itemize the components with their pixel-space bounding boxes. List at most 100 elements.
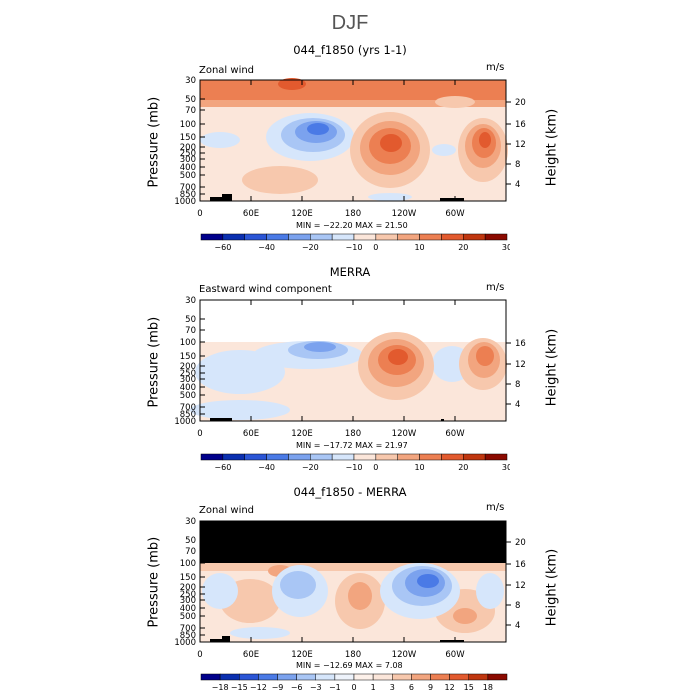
panel-2-plot: 30 50 70 100 150 200 250 300 400 500 700…: [174, 296, 526, 439]
panel-1-topography: [222, 194, 232, 201]
colorbar-swatch: [277, 673, 297, 681]
panel-2-pressure-tick-label: 400: [180, 383, 196, 393]
panel-3-lon-tick-label: 180: [345, 650, 361, 660]
panel-2-min-max: MIN = −17.72 MAX = 21.97: [296, 441, 408, 450]
panel-1-lon-tick-label: 60E: [243, 209, 259, 219]
panel-2-pressure-tick-label: 50: [185, 315, 196, 325]
colorbar-swatch: [375, 233, 398, 241]
panel-1-colorbar: −60 −40 −20 −10 0 10 20 30: [200, 233, 510, 252]
colorbar-tick-label: 10: [414, 243, 424, 252]
colorbar-tick-label: 0: [373, 243, 378, 252]
panel-3-colorbar: −18 −15 −12 −9 −6 −3 −1 0 1 3 6 9 12 15 18: [200, 673, 508, 692]
panel-3-height-tick-label: 4: [515, 621, 520, 631]
panel-1-topography: [440, 198, 464, 201]
colorbar-tick-label: 3: [390, 683, 395, 692]
panel-3-height-tick-label: 12: [515, 581, 526, 591]
panel-3-contours: [200, 521, 506, 642]
colorbar-swatch: [296, 673, 316, 681]
panel-3-lon-tick-label: 60E: [243, 650, 259, 660]
panel-3-negative-core: [417, 574, 439, 588]
colorbar-swatch: [375, 453, 398, 461]
panel-2-variable-label: Eastward wind component: [199, 284, 332, 295]
panel-3-topography: [210, 639, 224, 642]
colorbar-tick-label: −40: [258, 463, 275, 472]
colorbar-tick-label: 9: [428, 683, 433, 692]
panel-3-pressure-tick-label: 150: [180, 573, 196, 583]
colorbar-swatch: [315, 673, 336, 681]
colorbar-swatch: [449, 673, 469, 681]
colorbar-swatch: [411, 673, 431, 681]
panel-3-pressure-tick-label: 500: [180, 612, 196, 622]
panel-1-small-cell: [368, 193, 412, 201]
panel-3-negative-outer: [476, 573, 504, 609]
colorbar-tick-label: −20: [302, 243, 319, 252]
panel-2-pressure-tick-label: 1000: [174, 417, 196, 427]
panel-1-height-tick-label: 8: [515, 160, 520, 170]
panel-1-small-cell: [200, 132, 240, 148]
colorbar-tick-label: −3: [310, 683, 322, 692]
panel-3-pressure-tick-label: 50: [185, 536, 196, 546]
panel-3-height-ticks: 20 16 12 8 4: [506, 538, 526, 631]
panel-1-height-ticks: 20 16 12 8 4: [506, 98, 526, 190]
panel-1-small-cell: [432, 144, 456, 156]
colorbar-tick-label: 30: [502, 463, 510, 472]
panel-3-pressure-tick-label: 850: [180, 631, 196, 641]
panel-2-height-tick-label: 12: [515, 360, 526, 370]
panel-1-title: 044_f1850 (yrs 1-1): [293, 43, 407, 57]
colorbar-tick-label: 15: [464, 683, 474, 692]
panel-2-lon-tick-label: 120E: [291, 429, 313, 439]
colorbar-tick-label: 18: [483, 683, 493, 692]
colorbar-tick-label: 1: [371, 683, 376, 692]
colorbar-swatch: [310, 233, 333, 241]
panel-3-masked-region: [200, 521, 506, 563]
colorbar-swatch: [222, 453, 245, 461]
colorbar-tick-label: −1: [329, 683, 341, 692]
panel-3-pressure-tick-label: 70: [185, 547, 196, 557]
panel-2-pressure-tick-label: 70: [185, 326, 196, 336]
panel-2-height-ticks: 16 12 8 4: [506, 339, 526, 410]
panel-1-pressure-tick-label: 100: [180, 120, 196, 130]
colorbar-swatch: [288, 233, 311, 241]
colorbar-swatch: [419, 453, 442, 461]
panel-1-height-tick-label: 16: [515, 120, 526, 130]
panel-3-height-tick-label: 8: [515, 601, 520, 611]
colorbar-swatch: [310, 453, 333, 461]
colorbar-tick-label: −9: [272, 683, 284, 692]
colorbar-swatch: [266, 233, 289, 241]
panel-3-height-tick-label: 16: [515, 560, 526, 570]
panel-3-positive-core: [348, 582, 372, 610]
colorbar-swatch: [397, 453, 420, 461]
colorbar-swatch: [200, 233, 224, 241]
colorbar-swatch: [397, 233, 420, 241]
panel-2-pressure-tick-label: 500: [180, 391, 196, 401]
panel-1-pressure-tick-label: 200: [180, 143, 196, 153]
panel-3-lon-tick-label: 0: [197, 650, 202, 660]
panel-2-jet-a-core: [388, 349, 408, 365]
panel-3-negative-mid: [280, 571, 316, 599]
panel-1-units: m/s: [486, 62, 505, 73]
figure-title: DJF: [331, 12, 369, 34]
panel-3-pressure-tick-label: 100: [180, 559, 196, 569]
panel-1-pressure-tick-label: 70: [185, 106, 196, 116]
panel-2-pressure-tick-label: 100: [180, 338, 196, 348]
colorbar-swatch: [441, 233, 464, 241]
colorbar-swatch: [484, 453, 508, 461]
panel-2-lon-tick-label: 180: [345, 429, 361, 439]
panel-3-title: 044_f1850 - MERRA: [293, 485, 407, 499]
panel-3-height-tick-label: 20: [515, 538, 526, 548]
panel-3-negative-outer: [202, 573, 238, 609]
panel-3-topography: [222, 636, 230, 642]
colorbar-tick-label: −6: [291, 683, 303, 692]
colorbar-swatch: [468, 673, 489, 681]
panel-1-lon-tick-label: 180: [345, 209, 361, 219]
panel-1-lower-lobe: [242, 166, 318, 194]
panel-3-pressure-tick-label: 1000: [174, 638, 196, 648]
panel-1-jet-b-core: [479, 132, 491, 148]
colorbar-tick-label: −60: [214, 243, 231, 252]
colorbar-swatch: [288, 453, 311, 461]
colorbar-tick-label: −12: [250, 683, 267, 692]
colorbar-tick-label: 30: [502, 243, 510, 252]
panel-3-negative-outer: [230, 627, 290, 639]
panel-1-pressure-tick-label: 1000: [174, 197, 196, 207]
panel-3-units: m/s: [486, 502, 505, 513]
